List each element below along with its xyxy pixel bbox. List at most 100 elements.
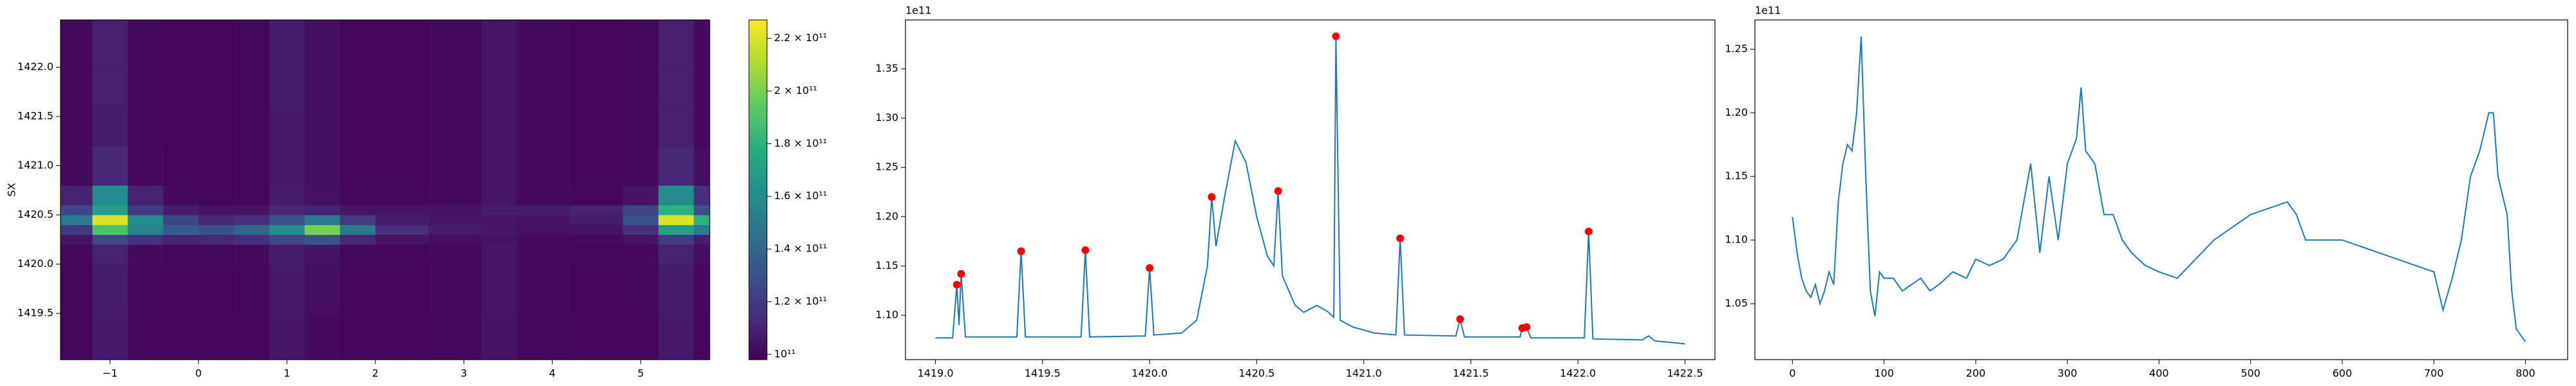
colorbar-step bbox=[749, 156, 767, 160]
colorbar-step bbox=[749, 334, 767, 338]
heatmap-cell bbox=[92, 106, 128, 147]
colorbar-step bbox=[749, 246, 767, 250]
heatmap-cell bbox=[339, 145, 376, 186]
peak-marker bbox=[1274, 187, 1282, 195]
y-tick-label: 1.15 bbox=[1725, 170, 1748, 182]
heatmap-cell bbox=[163, 106, 199, 147]
heatmap-cell bbox=[305, 244, 341, 265]
heatmap-cell bbox=[61, 215, 93, 225]
colorbar-step bbox=[749, 291, 767, 295]
colorbar-step bbox=[749, 195, 767, 199]
y-tick-label: 1.10 bbox=[875, 309, 898, 321]
heatmap-cell bbox=[516, 185, 571, 206]
colorbar-step bbox=[749, 77, 767, 80]
heatmap-cell bbox=[234, 185, 270, 206]
heatmap-cell bbox=[570, 106, 623, 147]
colorbar-step bbox=[749, 209, 767, 213]
heatmap-cell bbox=[339, 20, 376, 68]
heatmap-cell bbox=[481, 185, 518, 206]
peak-marker bbox=[1081, 246, 1090, 254]
heatmap-cell bbox=[375, 313, 429, 360]
x-tick-label: 1421.0 bbox=[1346, 367, 1382, 380]
heatmap-cell bbox=[234, 264, 270, 314]
heatmap-cell bbox=[269, 313, 305, 360]
heatmap-cell bbox=[623, 20, 659, 68]
y-offset-label: 1e11 bbox=[905, 5, 931, 17]
peak-marker bbox=[1396, 234, 1405, 243]
heatmap-cell bbox=[375, 244, 429, 265]
plot-area bbox=[1792, 36, 2526, 342]
heatmap-cell bbox=[92, 264, 128, 314]
colorbar-step bbox=[749, 232, 767, 235]
heatmap-cell bbox=[128, 225, 164, 235]
heatmap-cell bbox=[305, 20, 341, 68]
colorbar-step bbox=[749, 45, 767, 49]
x-tick-label: 0 bbox=[1789, 367, 1795, 380]
x-tick-label: 4 bbox=[549, 367, 555, 380]
colorbar-step bbox=[749, 96, 767, 100]
heatmap-cell bbox=[481, 215, 518, 225]
x-tick-label: 3 bbox=[460, 367, 467, 380]
heatmap-cell bbox=[163, 244, 199, 265]
heatmap-cell bbox=[92, 234, 128, 245]
heatmap-cell bbox=[305, 215, 341, 225]
heatmap-cell bbox=[481, 244, 518, 265]
heatmap-cell bbox=[269, 225, 305, 235]
heatmap-cell bbox=[428, 313, 482, 360]
heatmap-cell bbox=[305, 264, 341, 314]
colorbar-step bbox=[749, 122, 767, 125]
heatmap-cell bbox=[428, 20, 482, 68]
colorbar-tick-label: 1.8 × 10¹¹ bbox=[774, 137, 827, 149]
colorbar-step bbox=[749, 237, 767, 241]
colorbar-step bbox=[749, 37, 767, 41]
y-tick-label: 1.35 bbox=[875, 62, 898, 74]
colorbar-step bbox=[749, 68, 767, 71]
heatmap-cell bbox=[92, 185, 128, 206]
heatmap-cell bbox=[61, 264, 93, 314]
heatmap-cell bbox=[570, 264, 623, 314]
heatmap-cell bbox=[658, 234, 694, 245]
colorbar-step bbox=[749, 308, 767, 312]
heatmap-cell bbox=[128, 244, 164, 265]
heatmap-cell bbox=[163, 20, 199, 68]
heatmap-cell bbox=[516, 145, 571, 186]
colorbar-step bbox=[749, 71, 767, 75]
colorbar-step bbox=[749, 99, 767, 103]
heatmap-cell bbox=[570, 234, 623, 245]
colorbar-step bbox=[749, 42, 767, 46]
colorbar-step bbox=[749, 147, 767, 151]
heatmap-cell bbox=[61, 244, 93, 265]
colorbar-step bbox=[749, 226, 767, 230]
heatmap-cell bbox=[481, 264, 518, 314]
heatmap-cell bbox=[623, 264, 659, 314]
heatmap-cell bbox=[623, 106, 659, 147]
heatmap-cell bbox=[61, 67, 93, 107]
x-tick-label: 5 bbox=[638, 367, 644, 380]
colorbar-step bbox=[749, 48, 767, 51]
y-tick-label: 1421.0 bbox=[17, 159, 53, 171]
axes-frame bbox=[60, 19, 710, 360]
heatmap-cell bbox=[128, 205, 164, 216]
x-tick-label: 1419.0 bbox=[918, 367, 954, 380]
heatmap-cell bbox=[658, 20, 694, 68]
x-tick-label: 400 bbox=[2149, 367, 2169, 380]
heatmap-cell bbox=[92, 20, 128, 68]
colorbar-step bbox=[749, 136, 767, 140]
colorbar-step bbox=[749, 351, 767, 354]
colorbar-step bbox=[749, 303, 767, 306]
colorbar-tick-label: 1.6 × 10¹¹ bbox=[774, 190, 827, 202]
heatmap-cell bbox=[198, 234, 234, 245]
colorbar-step bbox=[749, 320, 767, 324]
heatmap-cell bbox=[481, 145, 518, 186]
colorbar-step bbox=[749, 91, 767, 94]
colorbar-step bbox=[749, 269, 767, 273]
heatmap-cell bbox=[92, 145, 128, 186]
heatmap-cell bbox=[570, 20, 623, 68]
heatmap-cell bbox=[234, 234, 270, 245]
heatmap-cell bbox=[481, 106, 518, 147]
heatmap-cell bbox=[92, 215, 128, 225]
colorbar-step bbox=[749, 39, 767, 43]
heatmap-cell bbox=[92, 244, 128, 265]
heatmap-cell bbox=[128, 145, 164, 186]
y-tick-label: 1420.5 bbox=[17, 208, 53, 221]
